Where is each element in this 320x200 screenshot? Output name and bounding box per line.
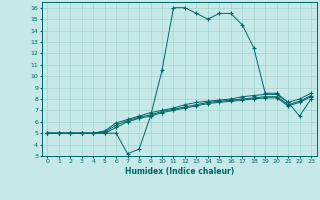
X-axis label: Humidex (Indice chaleur): Humidex (Indice chaleur) bbox=[124, 167, 234, 176]
